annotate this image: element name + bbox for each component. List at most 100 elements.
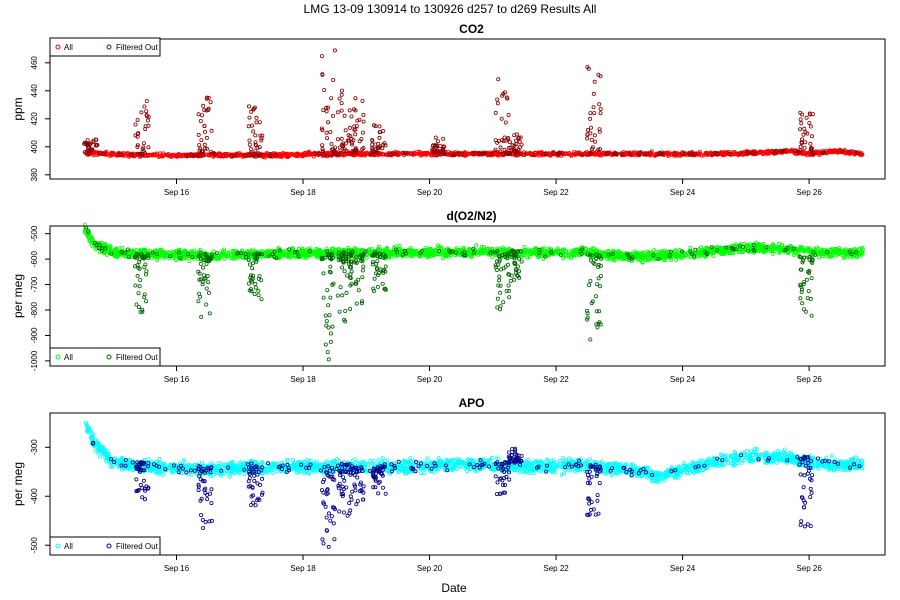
data-point [145, 118, 150, 123]
data-point [325, 136, 330, 141]
data-point [817, 255, 822, 260]
data-point [377, 124, 382, 129]
y-tick-label: -1000 [30, 350, 39, 371]
data-point [591, 91, 596, 96]
data-point [360, 130, 365, 135]
data-point [204, 302, 209, 307]
data-point [174, 258, 179, 263]
data-point [594, 322, 599, 327]
data-point [197, 143, 202, 148]
data-point [349, 114, 354, 119]
data-point [320, 143, 325, 148]
data-point [339, 136, 344, 141]
data-point [585, 136, 590, 141]
legend-label-filtered-out: Filtered Out [116, 353, 159, 362]
data-point [326, 303, 331, 308]
data-point [201, 103, 206, 108]
data-point [340, 293, 345, 298]
data-point [356, 288, 361, 293]
data-point [160, 154, 165, 159]
data-point [206, 280, 211, 285]
data-point [588, 337, 593, 342]
data-point [353, 132, 358, 137]
data-point [508, 278, 513, 283]
data-point [506, 283, 511, 288]
data-point [808, 141, 813, 146]
y-tick-label: -600 [30, 251, 39, 268]
data-point [703, 150, 708, 155]
data-point [211, 249, 216, 254]
data-point [136, 291, 141, 296]
data-point [337, 309, 342, 314]
data-point [339, 101, 344, 106]
data-point [252, 291, 257, 296]
data-point [330, 113, 335, 118]
data-point [699, 153, 704, 158]
data-point [135, 273, 140, 278]
data-point [806, 289, 811, 294]
data-point [339, 88, 344, 93]
data-point [597, 102, 602, 107]
data-point [809, 276, 814, 281]
data-point [120, 245, 125, 250]
data-point [281, 150, 286, 155]
data-point [331, 78, 336, 83]
data-point [353, 96, 358, 101]
data-point [139, 110, 144, 115]
data-point [551, 149, 556, 154]
data-point [250, 261, 255, 266]
data-point [674, 257, 679, 262]
data-point [408, 456, 413, 461]
data-point [320, 146, 325, 151]
data-point [827, 148, 832, 153]
data-point [364, 255, 369, 260]
panel-0 [45, 37, 886, 184]
data-point [807, 121, 812, 126]
data-point [249, 109, 254, 114]
data-point [496, 283, 501, 288]
data-point [594, 294, 599, 299]
data-point [517, 139, 522, 144]
data-point [798, 117, 803, 122]
data-point [209, 128, 214, 133]
data-point [247, 138, 252, 143]
data-point [495, 296, 500, 301]
data-point [327, 313, 332, 318]
data-point [800, 301, 805, 306]
data-point [200, 279, 205, 284]
data-point [85, 138, 90, 143]
data-point [322, 88, 327, 93]
data-point [335, 137, 340, 142]
data-point [330, 324, 335, 329]
data-point [296, 152, 301, 157]
data-point [507, 295, 512, 300]
series-filtered-out [82, 48, 861, 159]
x-tick-label: Sep 16 [164, 188, 190, 197]
data-point [324, 109, 329, 114]
data-point [339, 92, 344, 97]
data-point [361, 264, 366, 269]
data-point [133, 283, 138, 288]
data-point [383, 264, 388, 269]
y-tick-label: -800 [30, 301, 39, 318]
data-point [147, 152, 152, 157]
legend-label-filtered-out: Filtered Out [116, 43, 159, 52]
data-point [199, 314, 204, 319]
data-point [325, 350, 330, 355]
data-point [395, 151, 400, 156]
data-point [253, 281, 258, 286]
data-point [196, 132, 201, 137]
data-point [347, 125, 352, 130]
data-point [222, 256, 227, 261]
data-point [323, 342, 328, 347]
data-point [356, 277, 361, 282]
data-point [201, 273, 206, 278]
data-point [757, 150, 762, 155]
data-point [321, 271, 326, 276]
data-point [201, 265, 206, 270]
data-point [329, 96, 334, 101]
data-point [585, 315, 590, 320]
data-point [207, 311, 212, 316]
data-point [424, 152, 429, 157]
data-point [256, 288, 261, 293]
